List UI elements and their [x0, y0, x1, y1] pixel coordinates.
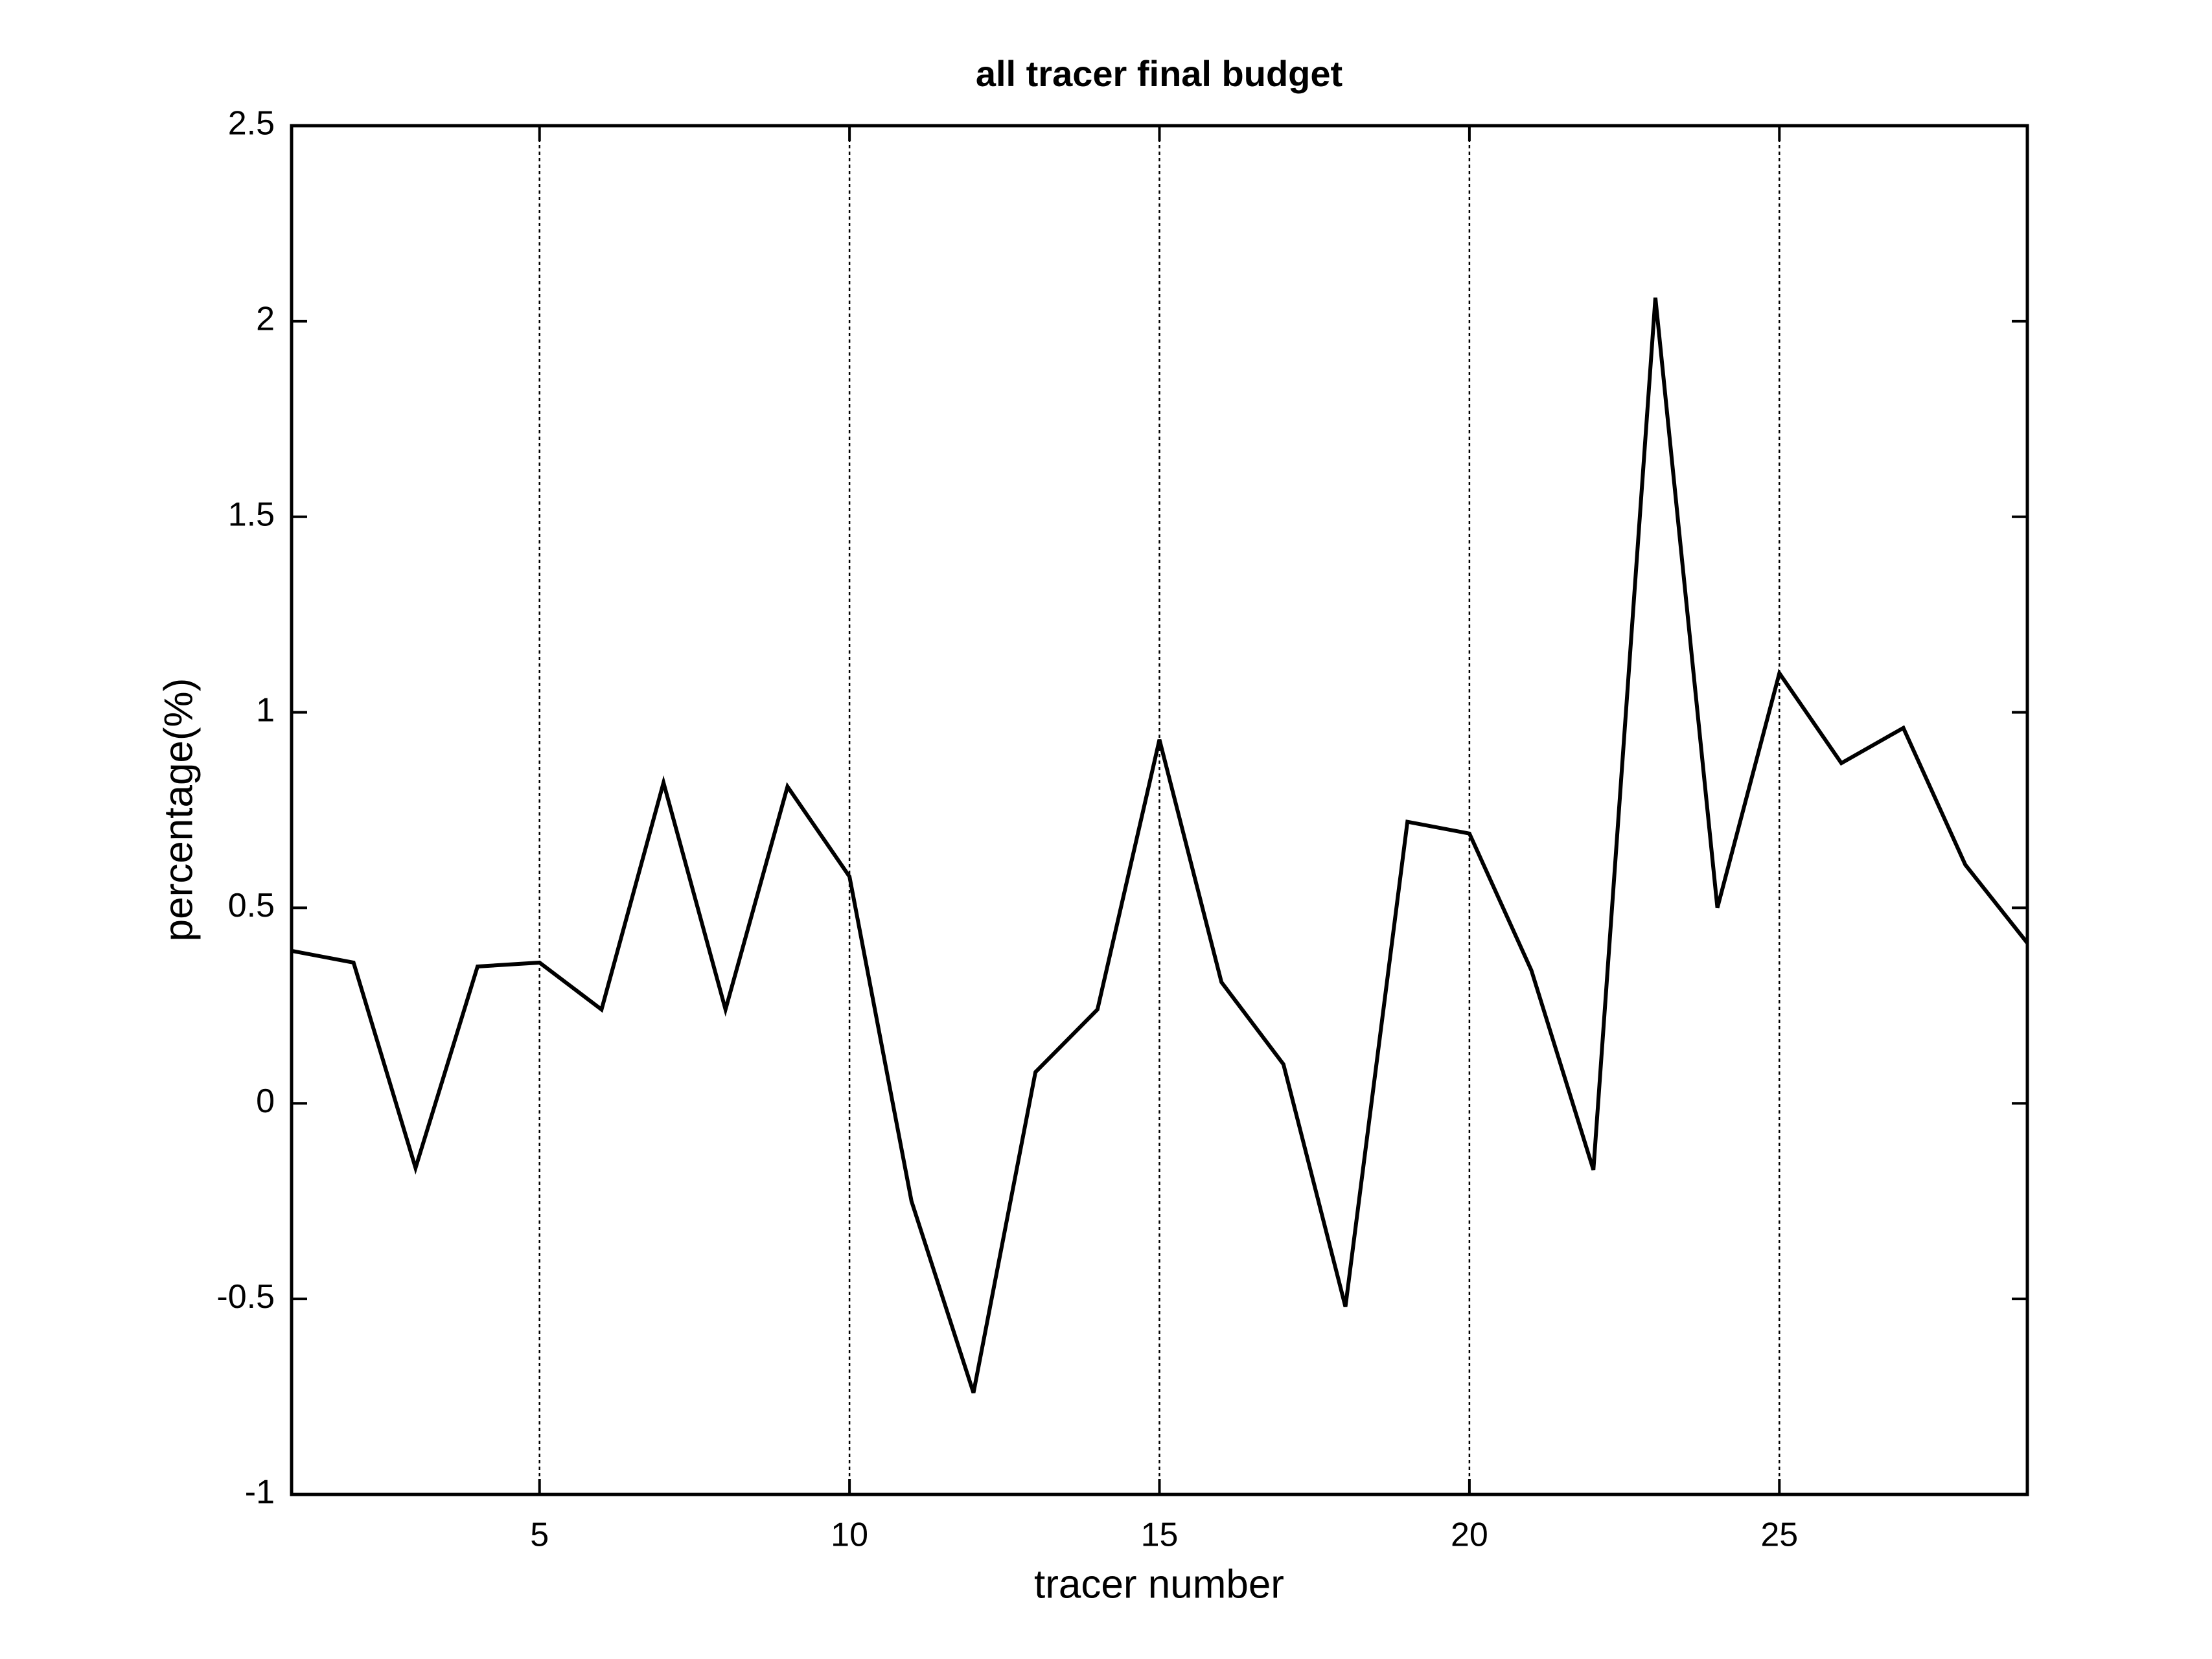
- y-tick-label: -0.5: [216, 1278, 275, 1316]
- y-tick-label: 2.5: [228, 105, 275, 143]
- x-tick-label: 10: [831, 1516, 868, 1554]
- y-tick-label: 1.5: [228, 496, 275, 533]
- y-tick-label: 0: [256, 1082, 275, 1120]
- x-tick-label: 20: [1451, 1516, 1488, 1554]
- y-tick-label: -1: [245, 1474, 275, 1511]
- x-tick-label: 5: [530, 1516, 549, 1554]
- y-tick-label: 0.5: [228, 887, 275, 924]
- plot-frame: [290, 124, 2029, 1496]
- x-tick-label: 25: [1760, 1516, 1798, 1554]
- x-axis-label: tracer number: [1034, 1562, 1284, 1607]
- y-tick-label: 2: [256, 301, 275, 338]
- data-line: [291, 297, 2029, 1393]
- y-axis-label: percentage(%): [156, 678, 201, 942]
- chart-title: all tracer final budget: [976, 53, 1342, 94]
- x-tick-label: 15: [1141, 1516, 1179, 1554]
- y-tick-label: 1: [256, 691, 275, 729]
